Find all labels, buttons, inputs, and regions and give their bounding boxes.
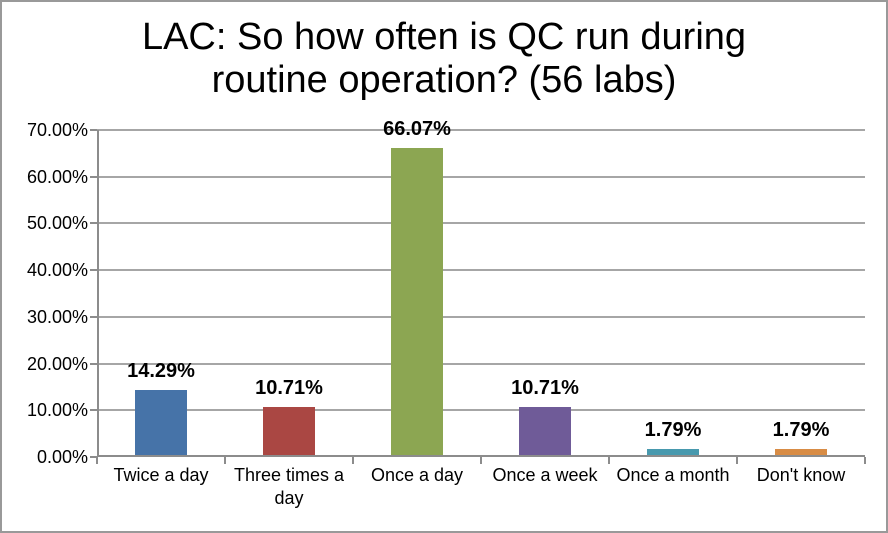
gridline (97, 175, 865, 178)
bar-three-times-a-day (263, 406, 315, 455)
data-label: 14.29% (127, 360, 195, 383)
data-label: 10.71% (511, 376, 579, 399)
y-tick-mark (90, 129, 97, 131)
plot-area: 14.29% 10.71% 66.07% 10.71% 1.79% 1.79% (90, 118, 866, 464)
y-tick-label: 50.00% (26, 213, 88, 234)
x-tick-mark (864, 457, 866, 464)
x-tick-mark (607, 457, 610, 464)
y-tick-mark (90, 269, 97, 272)
y-tick-label: 60.00% (26, 166, 88, 187)
bar-once-a-month (647, 448, 699, 455)
y-tick-mark (90, 315, 97, 318)
x-tick-mark (480, 457, 482, 464)
y-tick-label: 20.00% (26, 353, 88, 374)
bar-once-a-week (519, 406, 571, 455)
gridline (97, 315, 865, 318)
gridline (97, 222, 865, 225)
y-tick-label: 30.00% (26, 306, 88, 327)
data-label: 10.71% (255, 376, 323, 399)
x-category-label: Three times a day (233, 465, 345, 508)
y-tick-mark (90, 362, 97, 365)
y-tick-label: 10.00% (26, 400, 88, 421)
y-axis-tick-labels: 0.00% 10.00% 20.00% 30.00% 40.00% 50.00% 60.00… (2, 120, 88, 467)
bar-don-t-know (775, 448, 827, 455)
x-category-label: Once a day (370, 465, 464, 485)
y-tick-label: 40.00% (26, 260, 88, 281)
bar-twice-a-day (134, 390, 187, 455)
x-tick-mark (223, 457, 226, 464)
y-tick-mark (90, 222, 97, 225)
y-tick-mark (90, 175, 97, 178)
data-label: 1.79% (772, 418, 830, 441)
y-tick-mark (90, 456, 97, 458)
x-tick-mark (736, 457, 738, 464)
x-category-label: Twice a day (113, 465, 209, 485)
y-tick-mark (90, 409, 97, 412)
x-tick-mark (96, 457, 98, 464)
gridline (97, 409, 865, 412)
x-category-label: Once a month (616, 465, 730, 485)
gridline (97, 269, 865, 272)
gridline (97, 362, 865, 365)
data-label: 1.79% (644, 418, 702, 441)
y-tick-label: 0.00% (36, 447, 88, 467)
x-category-label: Don't know (756, 465, 846, 485)
gridline (97, 129, 865, 131)
x-axis-line (97, 455, 865, 457)
y-tick-label: 70.00% (26, 120, 88, 140)
y-axis-line (97, 130, 99, 457)
x-tick-mark (351, 457, 354, 464)
chart-title: LAC: So how often is QC run during routi… (141, 16, 747, 101)
bar-once-a-day (391, 148, 443, 455)
x-category-label: Once a week (492, 465, 598, 485)
data-label: 66.07% (383, 118, 451, 141)
